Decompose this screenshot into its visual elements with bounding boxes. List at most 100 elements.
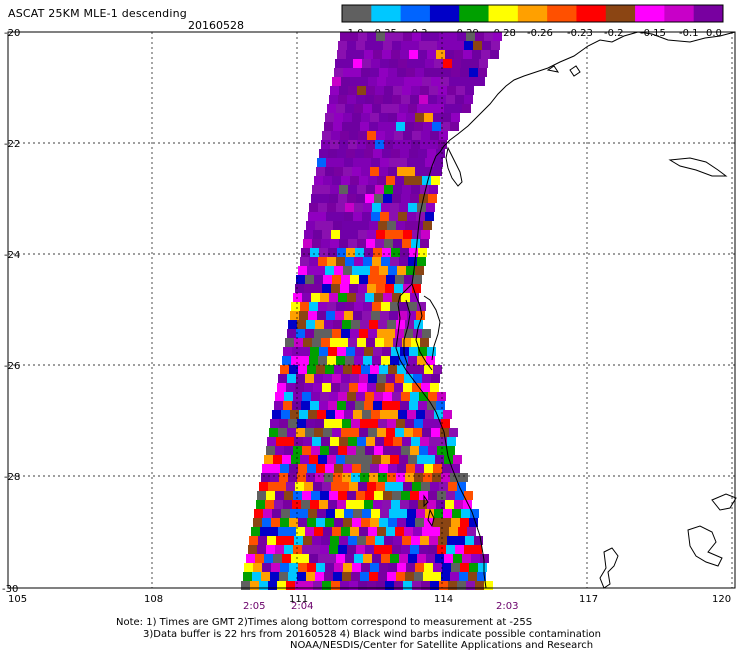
colorbar-label: -0.15 xyxy=(640,28,666,39)
swath-cell xyxy=(343,68,352,77)
swath-cell xyxy=(268,482,277,491)
swath-cell xyxy=(355,500,364,509)
swath-cell xyxy=(294,536,303,545)
swath-cell xyxy=(403,131,412,140)
swath-cell xyxy=(339,338,348,347)
swath-cell xyxy=(392,392,401,401)
swath-cell xyxy=(452,509,461,518)
swath-cell xyxy=(366,185,375,194)
swath-cell xyxy=(403,230,412,239)
swath-cell xyxy=(422,329,431,338)
swath-cell xyxy=(431,77,440,86)
swath-cell xyxy=(280,464,289,473)
swath-cell xyxy=(368,527,377,536)
swath-cell xyxy=(286,581,295,590)
swath-cell xyxy=(362,410,371,419)
swath-cell xyxy=(357,437,366,446)
swath-cell xyxy=(404,527,413,536)
swath-cell xyxy=(388,518,397,527)
swath-cell xyxy=(399,104,408,113)
swath-cell xyxy=(451,563,460,572)
swath-cell xyxy=(381,203,390,212)
swath-cell xyxy=(261,473,270,482)
swath-cell xyxy=(328,401,337,410)
swath-cell xyxy=(441,572,450,581)
swath-cell xyxy=(360,473,369,482)
swath-cell xyxy=(423,572,432,581)
swath-cell xyxy=(326,509,335,518)
swath-cell xyxy=(348,86,357,95)
swath-cell xyxy=(293,293,302,302)
swath-cell xyxy=(412,482,421,491)
swath-cell xyxy=(363,104,372,113)
swath-cell xyxy=(358,230,367,239)
swath-cell xyxy=(448,581,457,590)
swath-cell xyxy=(424,365,433,374)
swath-cell xyxy=(316,563,325,572)
colorbar-segment xyxy=(429,5,460,22)
swath-cell xyxy=(425,410,434,419)
swath-cell xyxy=(271,518,280,527)
swath-cell xyxy=(439,581,448,590)
swath-cell xyxy=(318,356,327,365)
swath-cell xyxy=(385,230,394,239)
swath-cell xyxy=(447,86,456,95)
swath-cell xyxy=(458,77,467,86)
swath-cell xyxy=(333,221,342,230)
swath-cell xyxy=(379,464,388,473)
swath-cell xyxy=(378,122,387,131)
swath-cell xyxy=(393,437,402,446)
swath-cell xyxy=(316,518,325,527)
swath-cell xyxy=(419,545,428,554)
swath-cell xyxy=(387,221,396,230)
swath-cell xyxy=(350,275,359,284)
colorbar-segment xyxy=(635,5,665,22)
swath-cell xyxy=(472,50,481,59)
swath-cell xyxy=(340,284,349,293)
swath-cell xyxy=(484,581,493,590)
swath-cell xyxy=(330,338,339,347)
swath-cell xyxy=(314,527,323,536)
swath-cell xyxy=(280,365,289,374)
swath-cell xyxy=(327,356,336,365)
swath-cell xyxy=(381,554,390,563)
swath-cell xyxy=(429,536,438,545)
swath-cell xyxy=(356,392,365,401)
swath-cell xyxy=(271,563,280,572)
swath-cell xyxy=(353,212,362,221)
swath-cell xyxy=(280,563,289,572)
swath-cell xyxy=(312,437,321,446)
swath-cell xyxy=(373,347,382,356)
swath-cell xyxy=(292,401,301,410)
swath-cell xyxy=(428,545,437,554)
swath-cell xyxy=(381,104,390,113)
swath-cell xyxy=(422,77,431,86)
swath-cell xyxy=(368,428,377,437)
swath-cell xyxy=(447,536,456,545)
swath-cell xyxy=(384,437,393,446)
swath-cell xyxy=(293,392,302,401)
swath-cell xyxy=(383,491,392,500)
swath-cell xyxy=(393,86,402,95)
swath-cell xyxy=(408,302,417,311)
swath-cell xyxy=(422,527,431,536)
swath-cell xyxy=(317,509,326,518)
swath-cell xyxy=(423,419,432,428)
swath-cell xyxy=(388,167,397,176)
swath-cell xyxy=(406,365,415,374)
swath-cell xyxy=(367,284,376,293)
swath-cell xyxy=(392,446,401,455)
swath-cell xyxy=(346,500,355,509)
swath-cell xyxy=(396,320,405,329)
swath-cell xyxy=(427,50,436,59)
swath-cell xyxy=(322,383,331,392)
swath-cell xyxy=(299,509,308,518)
swath-cell xyxy=(404,176,413,185)
swath-cell xyxy=(410,545,419,554)
swath-cell xyxy=(357,185,366,194)
swath-cell xyxy=(463,50,472,59)
swath-cell xyxy=(339,239,348,248)
swath-cell xyxy=(329,95,338,104)
swath-cell xyxy=(401,491,410,500)
lon-label: 111 xyxy=(289,594,308,605)
